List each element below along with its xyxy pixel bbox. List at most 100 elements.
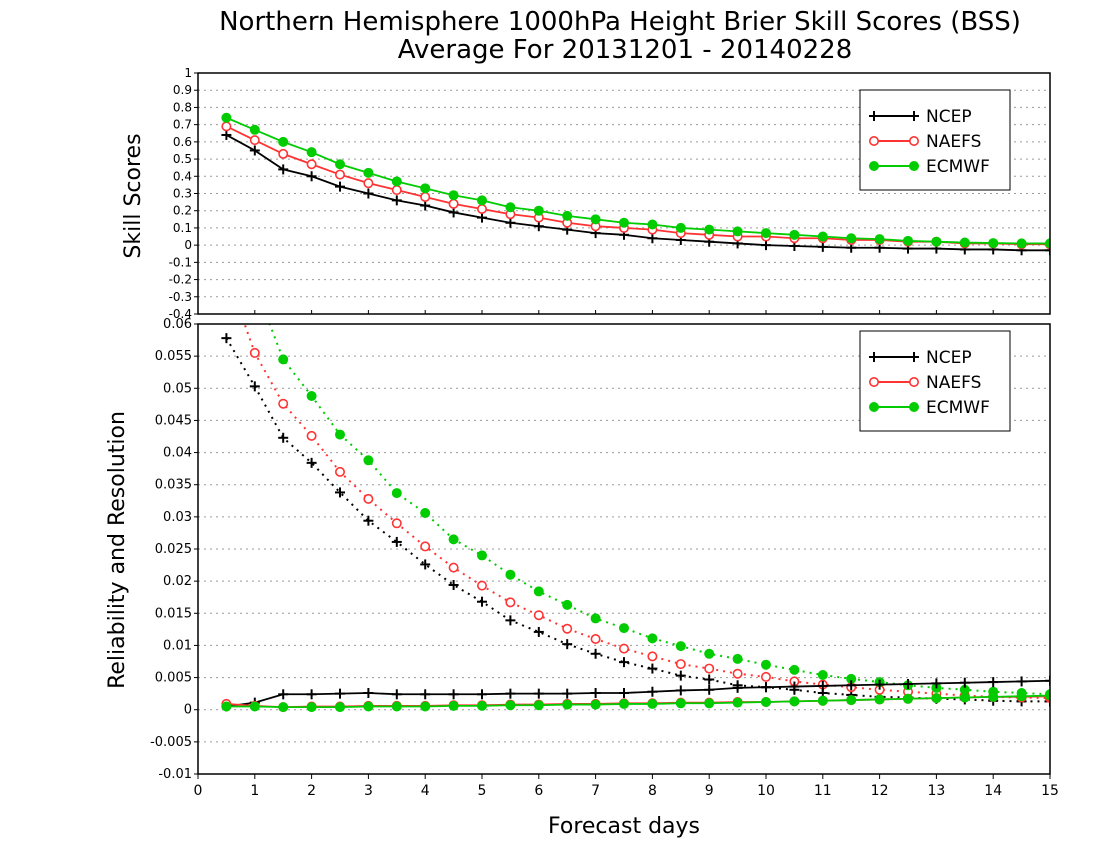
legend-marker bbox=[909, 402, 919, 412]
data-point bbox=[1045, 238, 1050, 249]
y-tick-label: 0.025 bbox=[155, 542, 192, 557]
data-point bbox=[789, 696, 800, 707]
data-point bbox=[817, 695, 828, 706]
data-point bbox=[817, 670, 828, 680]
data-point bbox=[732, 653, 743, 664]
data-point bbox=[619, 623, 629, 634]
data-point bbox=[278, 702, 289, 713]
legend-item-ncep: NCEP bbox=[869, 348, 972, 368]
data-point bbox=[505, 597, 516, 608]
data-point bbox=[306, 147, 317, 158]
data-point bbox=[221, 129, 232, 140]
data-point bbox=[533, 700, 544, 711]
y-tick-label: -0.3 bbox=[169, 290, 192, 304]
y-tick-label: 0.03 bbox=[163, 510, 192, 525]
data-point bbox=[505, 700, 516, 711]
data-point bbox=[846, 695, 857, 706]
data-point bbox=[335, 688, 345, 699]
data-point bbox=[817, 231, 828, 242]
data-point bbox=[988, 691, 999, 702]
data-point bbox=[363, 188, 374, 199]
data-point bbox=[278, 164, 289, 175]
data-point bbox=[476, 203, 487, 214]
reliability-resolution-panel: -0.01 -0.005 0 0.005 0.01 0.015 0.02 0.025 0.03 0… bbox=[150, 317, 1059, 799]
data-point bbox=[306, 689, 317, 700]
legend: NCEP NAEFS ECMWF bbox=[859, 330, 1011, 432]
data-point bbox=[306, 430, 317, 441]
data-point bbox=[420, 559, 431, 570]
data-point bbox=[789, 681, 800, 692]
data-point bbox=[335, 159, 345, 170]
y-tick-label: 0.01 bbox=[163, 638, 192, 653]
x-tick-label: 0 bbox=[194, 783, 203, 799]
data-point bbox=[278, 689, 289, 700]
data-point bbox=[448, 207, 459, 218]
data-point bbox=[334, 169, 345, 180]
x-tick-label: 6 bbox=[534, 783, 543, 799]
series-ecmwf bbox=[221, 112, 1050, 249]
x-tick-label: 3 bbox=[364, 783, 373, 799]
data-point bbox=[477, 689, 487, 700]
data-point bbox=[278, 398, 289, 409]
data-point bbox=[249, 701, 260, 712]
data-point bbox=[477, 550, 487, 561]
data-point bbox=[761, 697, 771, 707]
y-tick-label: 0.7 bbox=[173, 118, 192, 132]
data-point bbox=[420, 191, 431, 202]
data-point bbox=[903, 693, 913, 704]
data-point bbox=[391, 518, 402, 529]
data-point bbox=[761, 240, 771, 251]
data-point bbox=[874, 679, 885, 690]
data-point bbox=[391, 176, 402, 187]
data-point bbox=[249, 124, 260, 135]
chart-subtitle: Average For 20131201 - 20140228 bbox=[398, 35, 853, 65]
series-ncep-solid bbox=[221, 675, 1050, 712]
data-point bbox=[1016, 691, 1027, 702]
data-point bbox=[221, 112, 232, 123]
data-point bbox=[619, 217, 629, 228]
data-point bbox=[590, 648, 601, 659]
data-point bbox=[391, 195, 402, 206]
data-point bbox=[704, 674, 715, 685]
data-point bbox=[249, 347, 260, 358]
legend-marker bbox=[908, 136, 919, 147]
y-tick-label: 0.035 bbox=[155, 478, 192, 493]
data-point bbox=[959, 692, 970, 703]
data-point bbox=[959, 237, 970, 248]
data-point bbox=[562, 623, 573, 634]
series-naefs-solid bbox=[221, 691, 1050, 713]
data-point bbox=[1016, 238, 1027, 249]
x-tick-label: 11 bbox=[814, 783, 832, 799]
data-point bbox=[505, 569, 516, 580]
x-tick-label: 15 bbox=[1041, 783, 1059, 799]
x-tick-label: 5 bbox=[478, 783, 487, 799]
data-point bbox=[789, 664, 800, 675]
y-tick-label: 0.9 bbox=[173, 83, 192, 97]
data-point bbox=[760, 671, 771, 682]
data-point bbox=[562, 699, 573, 710]
data-point bbox=[562, 639, 573, 650]
data-point bbox=[619, 657, 629, 668]
data-point bbox=[448, 198, 459, 209]
data-point bbox=[761, 659, 771, 670]
data-point bbox=[874, 234, 885, 245]
legend-item-ncep: NCEP bbox=[869, 107, 972, 127]
data-point bbox=[477, 596, 487, 607]
data-point bbox=[505, 688, 516, 699]
plot-frame bbox=[197, 72, 1051, 315]
data-point bbox=[988, 677, 999, 688]
x-tick-label: 1 bbox=[250, 783, 259, 799]
data-point bbox=[477, 700, 487, 711]
data-point bbox=[505, 217, 516, 228]
y-tick-label: 0.005 bbox=[155, 671, 192, 686]
data-point bbox=[420, 183, 431, 194]
data-point bbox=[817, 241, 828, 252]
data-point bbox=[363, 167, 374, 178]
data-point bbox=[675, 222, 686, 233]
chart-title: Northern Hemisphere 1000hPa Height Brier… bbox=[219, 7, 1021, 37]
data-point bbox=[363, 701, 374, 712]
data-point bbox=[959, 684, 970, 695]
y-tick-label: 0.4 bbox=[173, 169, 192, 183]
y-tick-label: -0.4 bbox=[169, 307, 192, 321]
data-point bbox=[562, 688, 573, 699]
